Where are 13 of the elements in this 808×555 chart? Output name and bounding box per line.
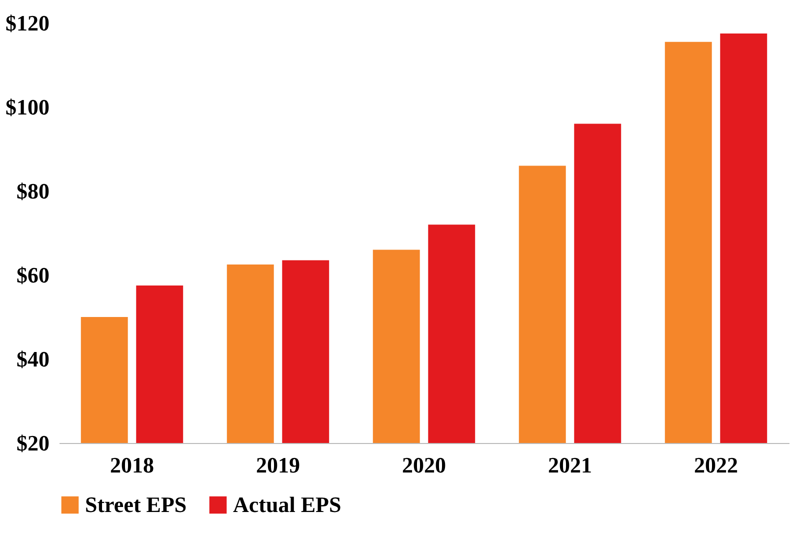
legend-label: Street EPS: [85, 492, 187, 517]
legend-label: Actual EPS: [233, 492, 342, 517]
y-tick-label: $20: [16, 430, 50, 456]
x-tick-label: 2018: [110, 452, 154, 478]
y-tick-label: $40: [16, 346, 50, 372]
y-tick-label: $120: [6, 10, 50, 36]
x-tick-label: 2019: [256, 452, 300, 478]
x-tick-label: 2020: [402, 452, 446, 478]
y-tick-label: $60: [16, 262, 50, 288]
y-tick-label: $80: [16, 178, 50, 204]
x-tick-label: 2021: [548, 452, 592, 478]
x-tick-label: 2022: [694, 452, 738, 478]
y-tick-label: $100: [6, 94, 50, 120]
